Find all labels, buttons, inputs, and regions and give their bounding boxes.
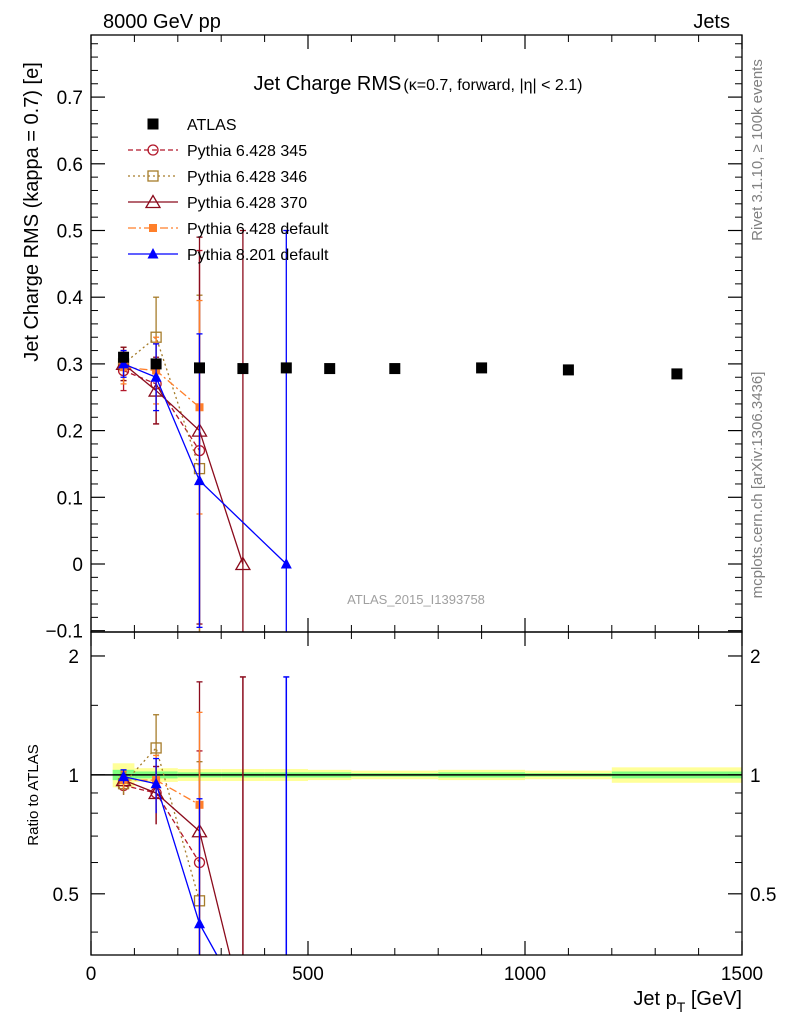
legend-label-p370: Pythia 6.428 370 [187, 195, 307, 212]
main-ytick-label-6: 0.1 [57, 488, 83, 509]
x-axis-label-sub: T [677, 999, 686, 1015]
chart-title-main: Jet Charge RMS [254, 73, 402, 95]
legend-label-p346: Pythia 6.428 346 [187, 169, 307, 186]
ratio-ytick-label-right-0: 2 [750, 647, 761, 668]
rivet-label: Rivet 3.1.10, ≥ 100k events [749, 59, 766, 241]
plot-axes-layer: 0.7 0.6 0.5 0.4 0.3 0.2 0.1 0 −0.1 0 500 1000 1500 2 2… [45, 34, 776, 985]
xtick-label-3: 1500 [721, 964, 763, 985]
main-line-p8def [123, 363, 287, 565]
plot-data-layer [115, 229, 683, 956]
main-ytick-label-1: 0.6 [57, 155, 83, 176]
legend: ATLAS Pythia 6.428 345 Pythia 6.428 346 Pyt… [128, 117, 329, 264]
main-ytick-label-4: 0.3 [57, 355, 83, 376]
ratio-point-p346-1 [150, 742, 162, 754]
legend-marker-p370 [144, 194, 162, 209]
header-right: Jets [693, 11, 730, 33]
legend-label-p8def: Pythia 8.201 default [187, 247, 329, 264]
xtick-label-2: 1000 [504, 964, 546, 985]
ratio-ytick-label-right-1: 1 [750, 766, 761, 787]
main-ytick-label-2: 0.5 [57, 222, 83, 243]
main-ytick-label-3: 0.4 [57, 288, 84, 309]
main-point-p8def-0 [118, 357, 130, 369]
main-point-atlas-9 [671, 368, 683, 380]
main-point-atlas-0 [118, 351, 130, 363]
ratio-ytick-label-left-2: 0.5 [53, 885, 79, 906]
xtick-label-0: 0 [86, 964, 97, 985]
analysis-watermark: ATLAS_2015_I1393758 [347, 592, 485, 607]
main-point-atlas-5 [324, 363, 336, 375]
ratio-ytick-label-left-0: 2 [68, 647, 79, 668]
xtick-label-1: 500 [292, 964, 324, 985]
legend-marker-p6def [149, 224, 157, 232]
ratio-point-p8def-0 [118, 770, 130, 782]
main-ytick-label-8: −0.1 [45, 622, 83, 643]
x-axis-label-main: Jet p [633, 988, 676, 1010]
ratio-ylabel: Ratio to ATLAS [25, 744, 42, 845]
main-point-atlas-1 [150, 358, 162, 370]
ratio-line-p8def [123, 775, 218, 956]
x-axis-label: Jet pT [GeV] [633, 988, 742, 1015]
ratio-ytick-label-left-1: 1 [68, 766, 79, 787]
ratio-ytick-label-right-2: 0.5 [750, 885, 776, 906]
ratio-plot-frame [90, 631, 743, 956]
ratio-uncertainty-band [91, 763, 742, 788]
main-ylabel: Jet Charge RMS (kappa = 0.7) [e] [21, 62, 43, 362]
ratio-line-p370 [123, 779, 231, 956]
ratio-line-p346 [123, 746, 201, 901]
legend-marker-atlas [147, 118, 159, 130]
main-ytick-label-0: 0.7 [57, 88, 83, 109]
main-point-atlas-4 [280, 362, 292, 374]
main-line-p370 [123, 363, 244, 565]
main-point-p8def-1 [150, 371, 162, 382]
ratio-point-p8def-2 [194, 917, 205, 929]
main-point-atlas-6 [389, 363, 401, 375]
legend-marker-p346 [147, 170, 159, 182]
main-point-atlas-7 [476, 362, 488, 374]
main-point-p370-3 [234, 556, 252, 571]
mcplots-label: mcplots.cern.ch [arXiv:1306.3436] [749, 372, 766, 599]
legend-label-atlas: ATLAS [187, 117, 237, 134]
main-point-atlas-2 [194, 362, 205, 374]
main-point-atlas-8 [562, 364, 574, 376]
legend-marker-p8def [147, 248, 159, 259]
legend-label-p6def: Pythia 6.428 default [187, 221, 329, 238]
x-axis-label-unit: [GeV] [685, 988, 742, 1010]
legend-marker-p345 [147, 144, 159, 156]
main-point-atlas-3 [237, 363, 249, 375]
main-ytick-label-5: 0.2 [57, 422, 83, 443]
chart-title-sub: (κ=0.7, forward, |η| < 2.1) [403, 77, 582, 94]
main-point-p8def-2 [194, 474, 205, 486]
chart-title: Jet Charge RMS (κ=0.7, forward, |η| < 2.1… [254, 73, 583, 95]
main-point-p8def-3 [280, 558, 292, 569]
main-ytick-label-7: 0 [72, 555, 83, 576]
header-left: 8000 GeV pp [103, 11, 221, 33]
main-line-p346 [123, 336, 201, 469]
legend-label-p345: Pythia 6.428 345 [187, 143, 307, 160]
ratio-point-p8def-1 [150, 777, 162, 789]
